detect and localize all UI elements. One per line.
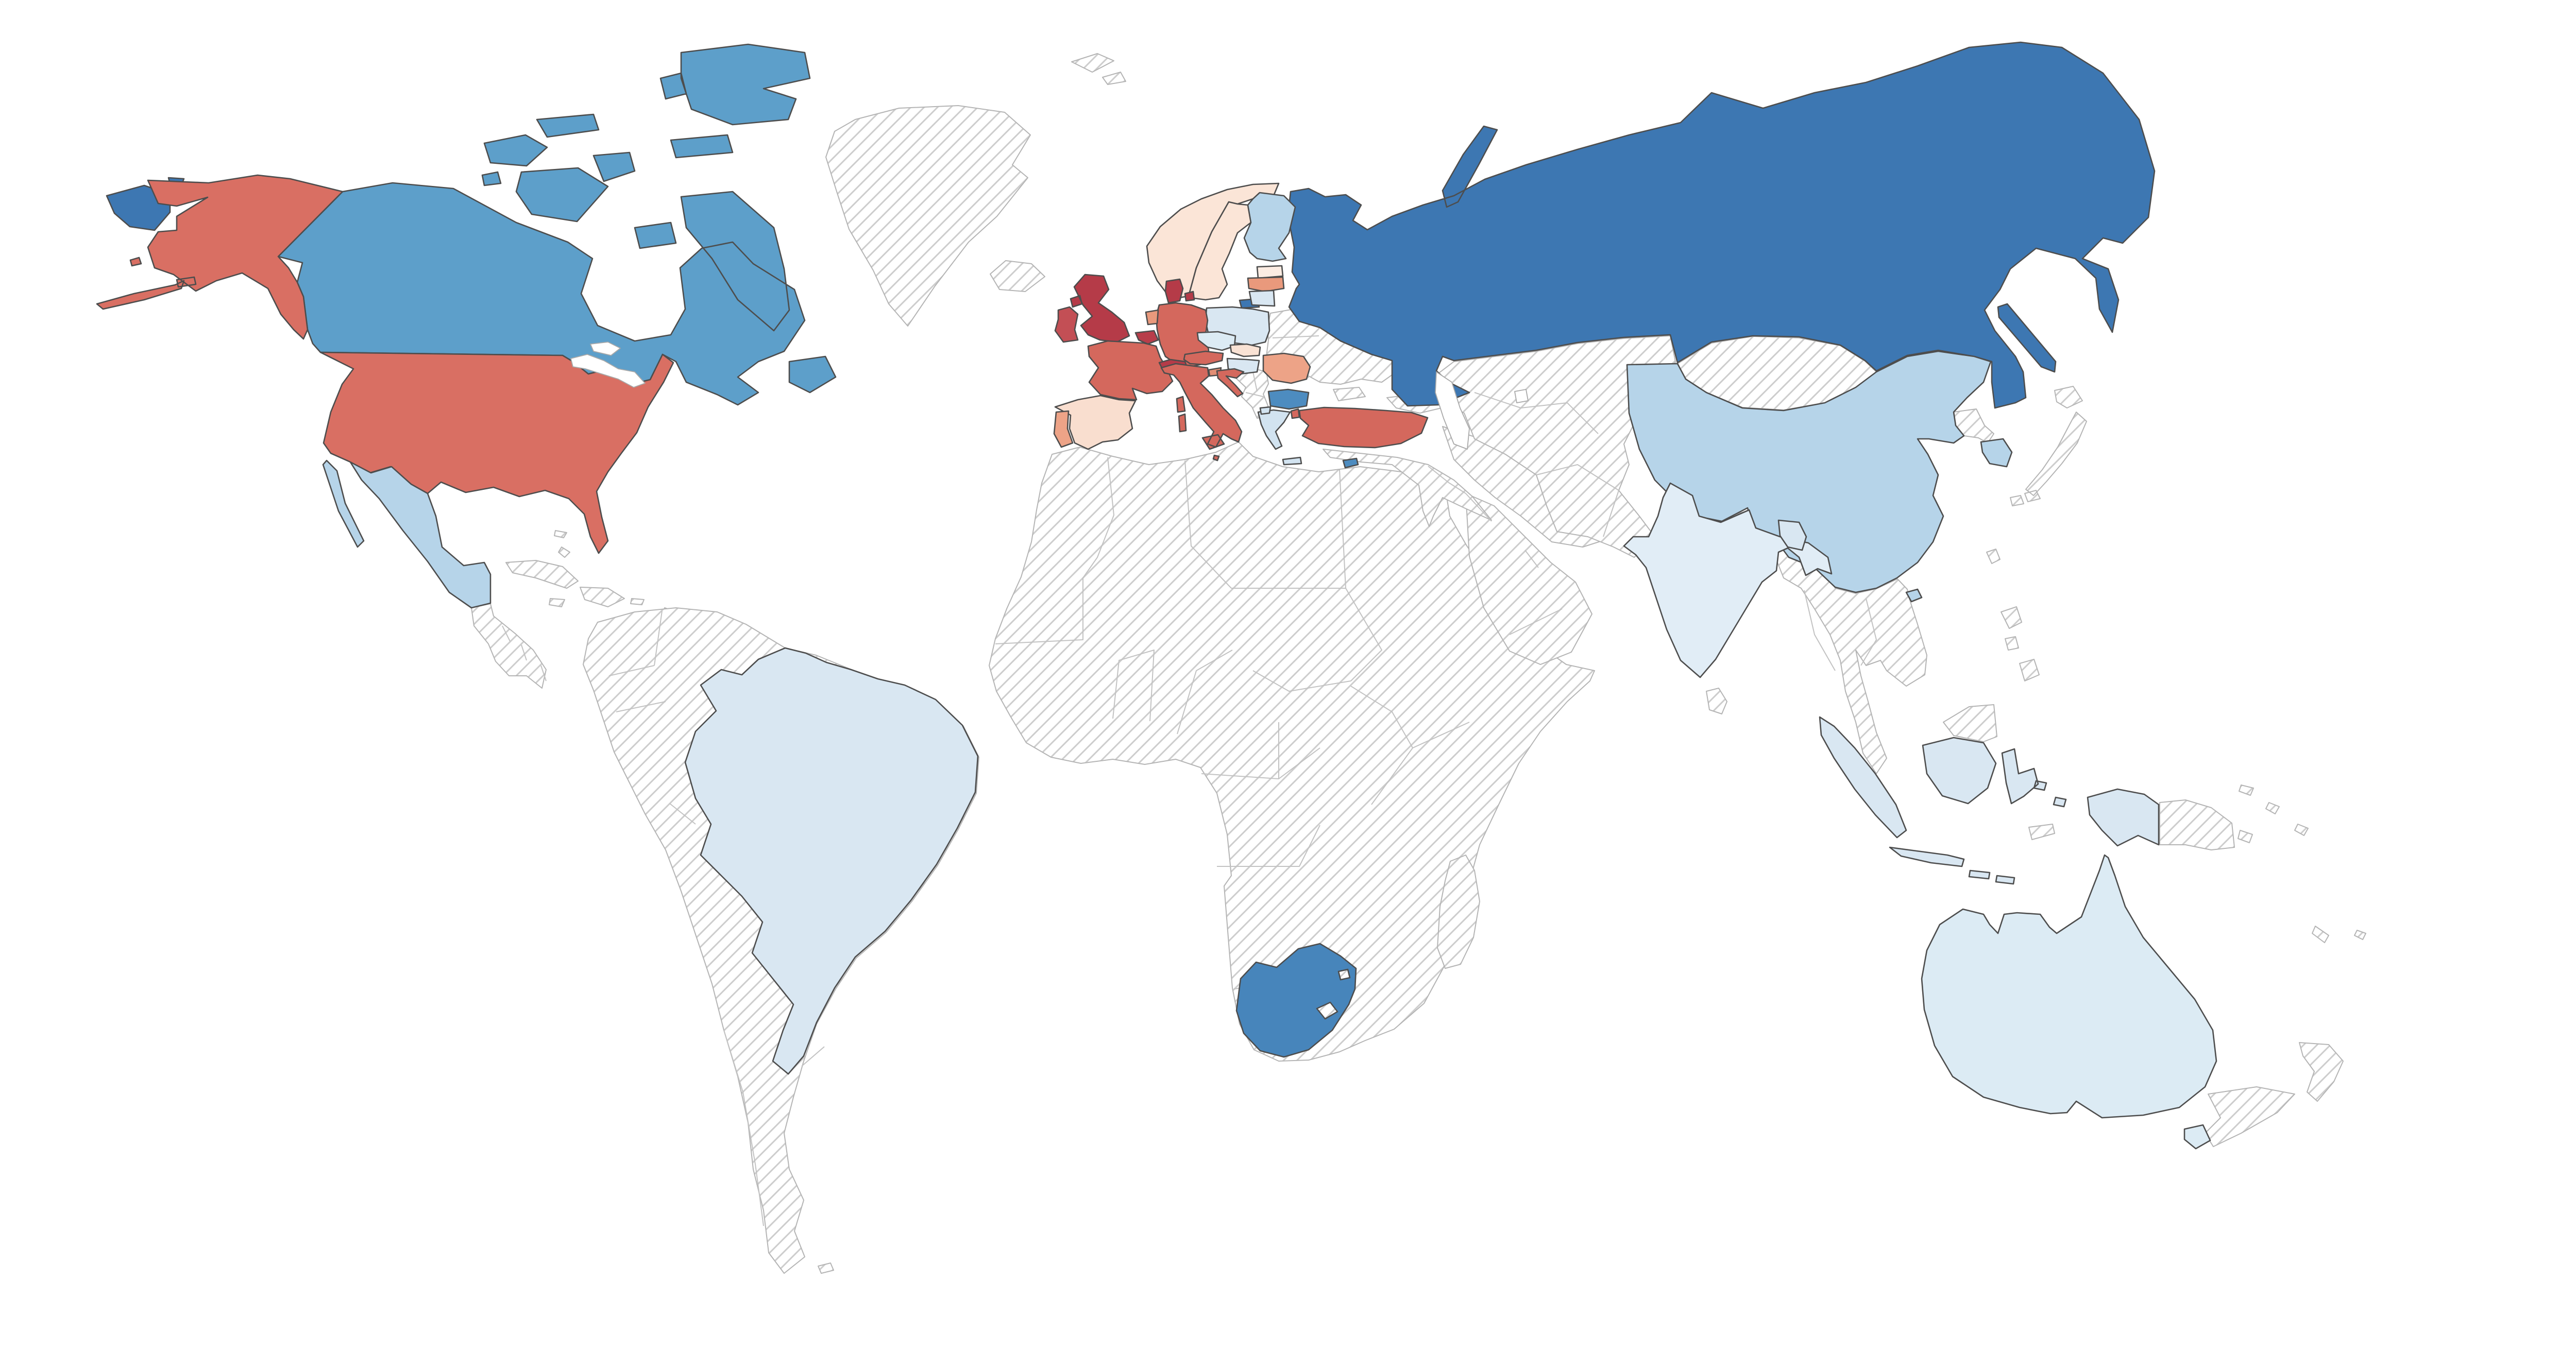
country-bulgaria[interactable] bbox=[1267, 388, 1310, 410]
country-canada[interactable] bbox=[277, 43, 837, 406]
region-svalbard[interactable] bbox=[1071, 53, 1126, 85]
internal-borders-south-america bbox=[608, 610, 825, 1226]
country-china[interactable] bbox=[1626, 350, 1992, 603]
country-estonia[interactable] bbox=[1256, 265, 1284, 279]
country-india[interactable] bbox=[1623, 482, 1833, 678]
region-malaysia-north-borneo[interactable] bbox=[1943, 704, 1997, 742]
region-timor[interactable] bbox=[2028, 824, 2055, 840]
region-new-zealand[interactable] bbox=[2205, 1042, 2344, 1147]
country-romania[interactable] bbox=[1262, 352, 1311, 384]
region-puerto-rico[interactable] bbox=[630, 598, 645, 605]
country-latvia[interactable] bbox=[1247, 276, 1285, 293]
region-greenland[interactable] bbox=[825, 105, 1031, 327]
country-indonesia[interactable] bbox=[1819, 716, 2160, 885]
region-arabia[interactable] bbox=[1465, 493, 1592, 665]
country-south-africa[interactable] bbox=[1235, 943, 1357, 1058]
country-usa[interactable] bbox=[96, 174, 674, 554]
water-overlays bbox=[570, 342, 1529, 450]
country-bangladesh[interactable] bbox=[1777, 519, 1807, 551]
internal-borders-se-asia bbox=[1804, 590, 1877, 671]
internal-borders-africa bbox=[995, 457, 1470, 989]
country-malta[interactable] bbox=[1212, 454, 1220, 462]
country-portugal[interactable] bbox=[1053, 410, 1074, 448]
country-belgium[interactable] bbox=[1134, 330, 1159, 345]
region-bahamas[interactable] bbox=[554, 530, 570, 558]
country-turkey[interactable] bbox=[1290, 406, 1429, 449]
country-finland[interactable] bbox=[1243, 192, 1296, 262]
country-spain[interactable] bbox=[1054, 395, 1137, 450]
region-papua-new-guinea[interactable] bbox=[2159, 799, 2253, 850]
region-iceland[interactable] bbox=[990, 260, 1045, 292]
country-uk[interactable] bbox=[1070, 274, 1130, 343]
internal-borders-central-asia bbox=[1474, 392, 1619, 537]
country-brazil[interactable] bbox=[684, 647, 979, 1075]
country-australia[interactable] bbox=[1921, 854, 2217, 1150]
region-hispaniola[interactable] bbox=[580, 587, 625, 607]
internal-borders-central-america bbox=[502, 625, 547, 681]
country-france[interactable] bbox=[1087, 340, 1186, 413]
region-central-america[interactable] bbox=[471, 603, 547, 689]
region-japan[interactable] bbox=[2010, 386, 2087, 506]
great-lakes bbox=[570, 342, 646, 388]
region-madagascar[interactable] bbox=[1437, 855, 1480, 969]
country-denmark[interactable] bbox=[1164, 278, 1195, 304]
region-levant-iraq[interactable] bbox=[1323, 449, 1492, 527]
country-greece[interactable] bbox=[1257, 409, 1302, 466]
country-austria[interactable] bbox=[1183, 350, 1224, 366]
no-data-internal-borders bbox=[502, 335, 1877, 1226]
country-north-macedonia[interactable] bbox=[1259, 406, 1272, 415]
region-jamaica[interactable] bbox=[549, 598, 565, 607]
country-italy[interactable] bbox=[1160, 363, 1243, 450]
region-philippines[interactable] bbox=[2001, 606, 2040, 681]
aral-sea bbox=[1514, 389, 1529, 403]
caspian-sea bbox=[1435, 371, 1470, 450]
country-south-korea[interactable] bbox=[1980, 438, 2013, 468]
region-central-asia[interactable] bbox=[1428, 335, 1676, 558]
country-netherlands[interactable] bbox=[1145, 309, 1159, 326]
region-taiwan[interactable] bbox=[1986, 549, 2001, 564]
region-pacific-islands[interactable] bbox=[2239, 784, 2366, 943]
internal-borders-middle-east bbox=[1428, 466, 1563, 635]
country-slovakia[interactable] bbox=[1229, 343, 1261, 357]
country-cyprus[interactable] bbox=[1342, 457, 1359, 469]
colored-countries bbox=[96, 41, 2217, 1150]
internal-borders-balkans bbox=[1245, 371, 1264, 397]
country-mexico[interactable] bbox=[322, 459, 492, 609]
country-czechia[interactable] bbox=[1196, 331, 1236, 351]
country-russia[interactable] bbox=[106, 41, 2156, 409]
country-lithuania[interactable] bbox=[1248, 289, 1276, 307]
country-ireland[interactable] bbox=[1054, 306, 1079, 343]
country-croatia[interactable] bbox=[1216, 368, 1245, 398]
region-sri-lanka[interactable] bbox=[1706, 688, 1727, 714]
region-cuba[interactable] bbox=[505, 560, 579, 589]
